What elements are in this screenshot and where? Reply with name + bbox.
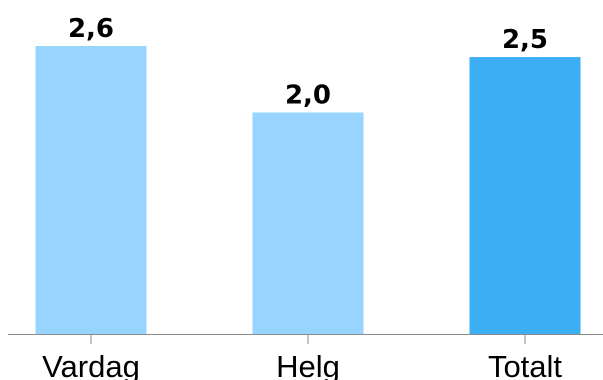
bar-helg [252, 112, 364, 334]
bars-group [35, 46, 581, 334]
value-labels-group: 2,6 2,0 2,5 [68, 14, 548, 110]
x-ticks-group [90, 334, 526, 344]
x-tick-labels-group: Vardag Helg Totalt [42, 349, 562, 380]
x-tick-label-helg: Helg [276, 349, 340, 380]
value-label-totalt: 2,5 [502, 25, 548, 55]
x-tick-label-vardag: Vardag [42, 349, 140, 380]
bar-vardag [35, 46, 147, 334]
bar-totalt [469, 57, 581, 334]
x-tick-label-totalt: Totalt [488, 349, 562, 380]
value-label-vardag: 2,6 [68, 14, 114, 44]
value-label-helg: 2,0 [285, 80, 331, 110]
